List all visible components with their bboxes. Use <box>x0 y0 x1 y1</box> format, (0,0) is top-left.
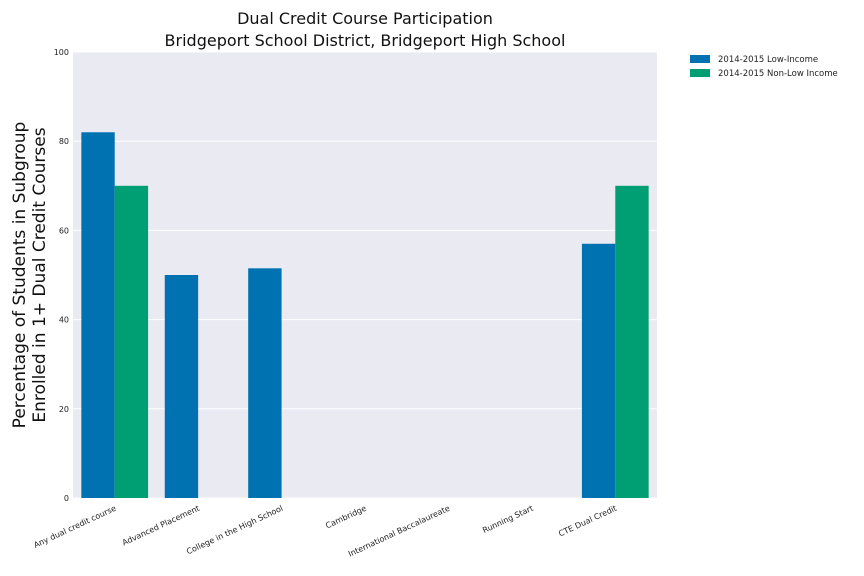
x-tick-label: Cambridge <box>324 504 368 531</box>
bar-non-low-income-0 <box>114 185 149 499</box>
x-axis-ticks: Any dual credit course Advanced Placement… <box>32 504 618 559</box>
bar-low-income-0 <box>81 132 115 498</box>
plot-area <box>73 52 657 498</box>
y-tick-label: 80 <box>59 137 69 146</box>
y-tick-label: 60 <box>59 226 69 235</box>
x-tick-label: Advanced Placement <box>121 504 201 548</box>
y-tick-label: 0 <box>64 494 69 503</box>
y-axis-label-line2: Enrolled in 1+ Dual Credit Courses <box>30 127 50 422</box>
y-tick-label: 20 <box>59 405 69 414</box>
x-tick-label: CTE Dual Credit <box>557 504 618 539</box>
y-axis-ticks: 0 20 40 60 80 100 <box>54 48 69 503</box>
y-tick-label: 100 <box>54 48 69 57</box>
chart-title-line2: Bridgeport School District, Bridgeport H… <box>165 31 566 50</box>
chart-title-line1: Dual Credit Course Participation <box>237 9 493 28</box>
bars <box>81 132 649 499</box>
x-tick-label: Any dual credit course <box>32 504 117 550</box>
bar-low-income-2 <box>248 268 282 498</box>
x-tick-label: Running Start <box>481 504 535 535</box>
legend: 2014-2015 Low-Income 2014-2015 Non-Low I… <box>690 55 838 79</box>
legend-label-low-income: 2014-2015 Low-Income <box>718 55 818 65</box>
y-tick-label: 40 <box>59 316 69 325</box>
legend-label-non-low-income: 2014-2015 Non-Low Income <box>718 69 838 79</box>
legend-swatch-non-low-income <box>690 69 710 77</box>
bar-non-low-income-6 <box>615 185 649 499</box>
bar-low-income-6 <box>581 243 616 498</box>
legend-swatch-low-income <box>690 55 710 63</box>
y-axis-label-line1: Percentage of Students in Subgroup <box>10 122 30 429</box>
bar-low-income-1 <box>164 275 199 498</box>
